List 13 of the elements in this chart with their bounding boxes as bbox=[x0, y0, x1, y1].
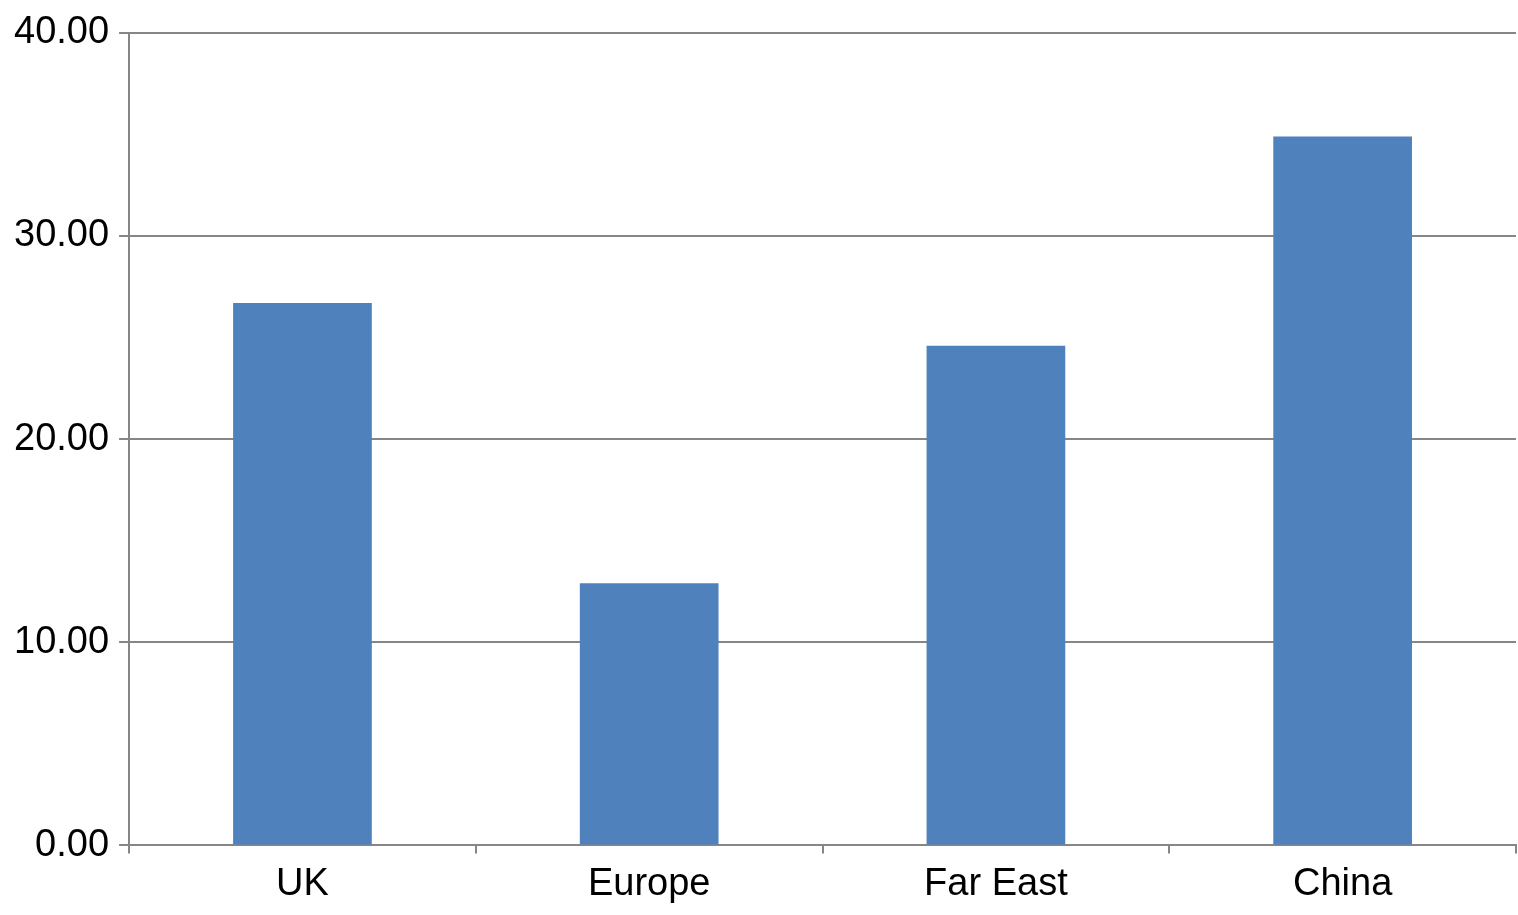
y-tick-label: 30.00 bbox=[14, 212, 110, 255]
y-tick-label: 0.00 bbox=[35, 821, 110, 864]
bar bbox=[926, 345, 1066, 845]
y-tick-label: 10.00 bbox=[14, 618, 110, 661]
bar bbox=[1273, 136, 1412, 845]
x-tick-label: Europe bbox=[587, 860, 711, 903]
bar bbox=[579, 583, 719, 845]
y-tick-label: 40.00 bbox=[14, 9, 110, 52]
x-tick-label: Far East bbox=[924, 860, 1069, 903]
x-tick-label: UK bbox=[276, 860, 329, 903]
bar bbox=[233, 302, 372, 845]
y-tick-label: 20.00 bbox=[14, 415, 110, 458]
x-tick-label: China bbox=[1292, 860, 1394, 903]
